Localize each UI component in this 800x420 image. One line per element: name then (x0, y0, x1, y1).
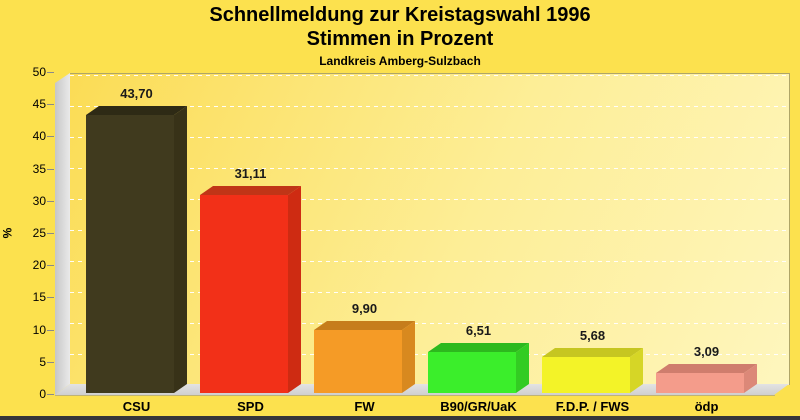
gridline-40 (70, 137, 789, 138)
gridline-50 (70, 75, 789, 76)
bar-side-fw (402, 321, 415, 393)
axis-floor-3d (55, 384, 789, 395)
bar-side-csu (174, 106, 187, 393)
gridline-15 (70, 292, 789, 293)
y-tick-0 (47, 394, 54, 395)
y-tick-label-5: 5 (39, 354, 46, 369)
category-label-oedp: ödp (694, 399, 719, 414)
y-tick-label-40: 40 (32, 129, 46, 144)
bar-top-csu (86, 106, 187, 115)
bar-side-b90-gr-uak (516, 343, 529, 393)
y-tick-10 (47, 329, 54, 331)
gridline-10 (70, 323, 789, 324)
chart-subtitle: Stimmen in Prozent (306, 28, 494, 50)
bar-value-label-oedp: 3,09 (693, 344, 720, 359)
plot-panel (70, 73, 790, 385)
bar-side-fdp-fws (630, 348, 643, 393)
chart-title: Schnellmeldung zur Kreistagswahl 1996 (209, 4, 591, 26)
y-tick-label-15: 15 (32, 290, 46, 305)
chart-region-label: Landkreis Amberg-Sulzbach (319, 54, 481, 68)
bar-side-oedp (744, 364, 757, 393)
bottom-border-bar (0, 416, 800, 420)
bar-front-spd (200, 195, 288, 393)
y-tick-25 (47, 233, 54, 234)
y-tick-5 (47, 361, 54, 363)
y-tick-40 (47, 136, 54, 138)
category-label-b90-gr-uak: B90/GR/UaK (440, 399, 517, 414)
baseline (55, 395, 775, 396)
bar-value-label-spd: 31,11 (234, 166, 267, 181)
bar-top-spd (200, 186, 301, 195)
bar-front-fw (314, 330, 402, 393)
y-tick-label-10: 10 (32, 322, 46, 337)
gridline-25 (70, 230, 789, 231)
gridline-45 (70, 106, 789, 107)
bar-front-csu (86, 115, 174, 393)
bar-top-b90-gr-uak (428, 343, 529, 352)
bar-value-label-b90-gr-uak: 6,51 (465, 323, 492, 338)
bar-side-spd (288, 186, 301, 393)
category-label-csu: CSU (122, 399, 151, 414)
bar-value-label-fw: 9,90 (351, 301, 378, 316)
bar-front-fdp-fws (542, 357, 630, 393)
y-tick-20 (47, 265, 54, 267)
y-tick-50 (47, 72, 54, 73)
category-label-spd: SPD (237, 399, 264, 414)
y-tick-label-20: 20 (32, 258, 46, 273)
y-tick-label-30: 30 (32, 193, 46, 208)
bar-top-fw (314, 321, 415, 330)
category-label-fw: FW (354, 399, 375, 414)
y-tick-label-45: 45 (32, 97, 46, 112)
axis-wall-3d (55, 73, 70, 395)
bar-front-b90-gr-uak (428, 352, 516, 393)
y-tick-label-35: 35 (32, 161, 46, 176)
gridline-20 (70, 261, 789, 262)
bar-top-oedp (656, 364, 757, 373)
y-tick-label-25: 25 (32, 226, 46, 240)
y-tick-45 (47, 104, 54, 106)
bar-front-oedp (656, 373, 744, 393)
bar-top-fdp-fws (542, 348, 643, 357)
gridline-35 (70, 168, 789, 169)
y-tick-30 (47, 200, 54, 202)
bar-value-label-fdp-fws: 5,68 (579, 328, 606, 343)
y-tick-35 (47, 168, 54, 170)
bar-value-label-csu: 43,70 (120, 86, 153, 101)
category-label-fdp-fws: F.D.P. / FWS (555, 399, 630, 414)
y-tick-label-50: 50 (32, 65, 46, 79)
y-tick-15 (47, 297, 54, 299)
gridline-30 (70, 199, 789, 200)
y-tick-label-0: 0 (39, 387, 46, 401)
